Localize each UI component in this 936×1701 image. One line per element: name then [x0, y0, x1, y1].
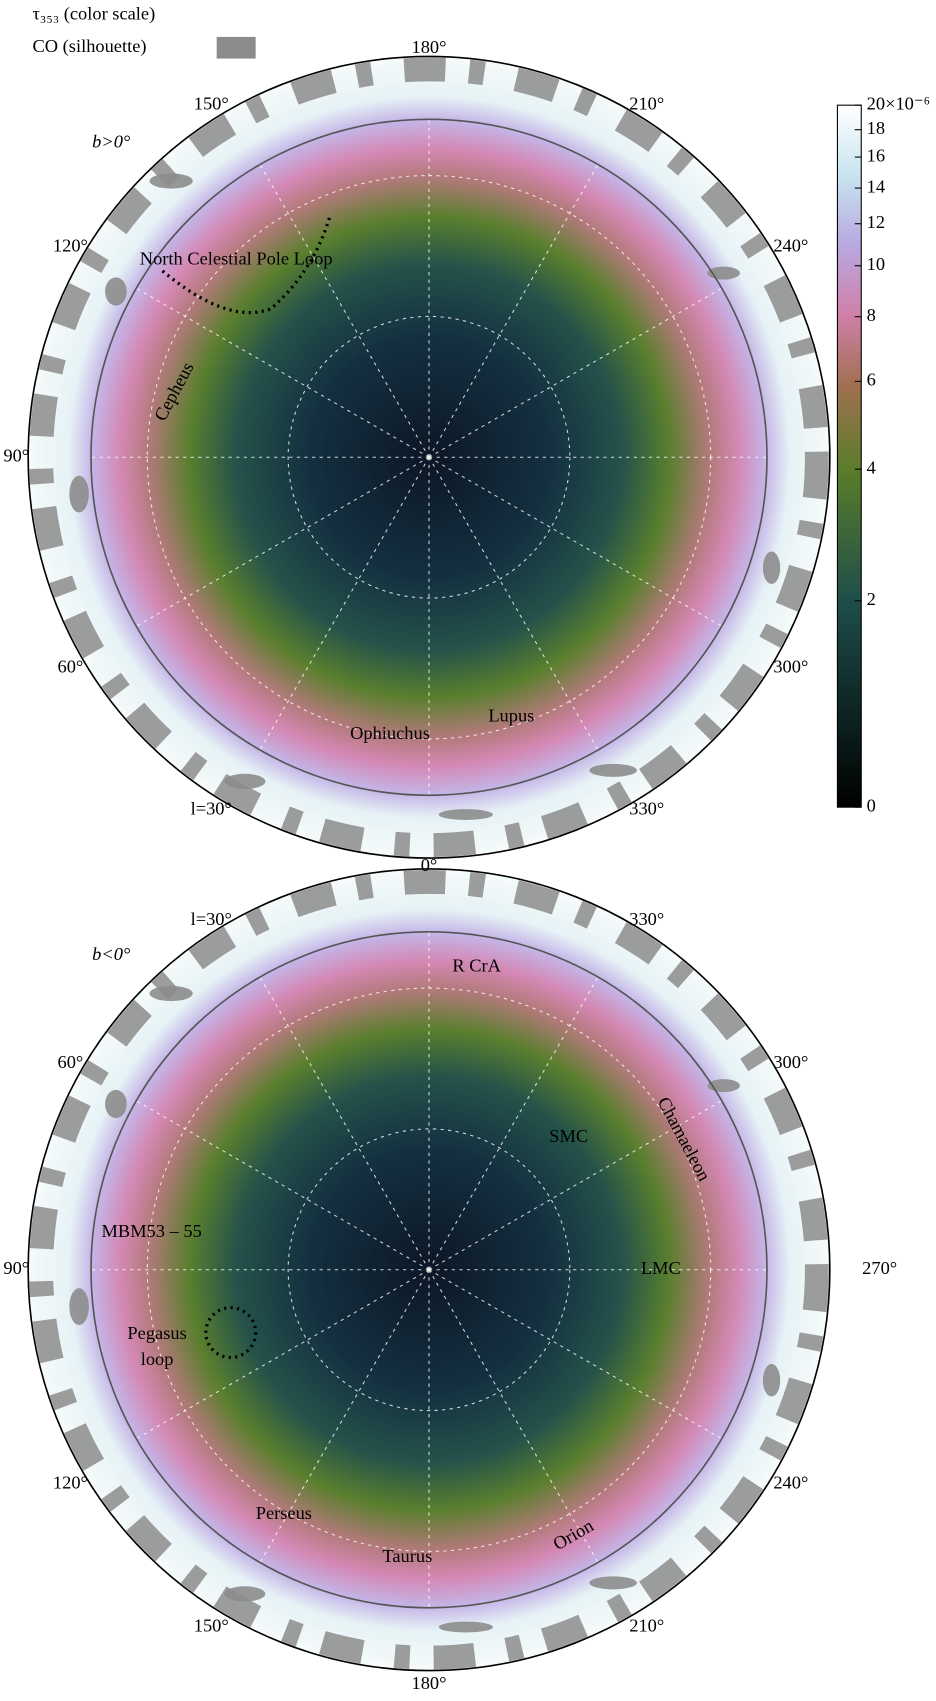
longitude-label: 0°	[421, 855, 438, 875]
colorbar-tick-label: 14	[867, 176, 885, 196]
graticule-line	[136, 1269, 430, 1440]
outline-circle	[90, 930, 768, 1609]
longitude-label: l=30°	[191, 799, 232, 819]
co-cloud	[224, 1586, 266, 1602]
colorbar-tick-label: 18	[867, 118, 885, 138]
colorbar-tick-label: 2	[867, 589, 876, 609]
colorbar-tick-label: 20×10⁻⁶	[867, 93, 930, 113]
co-cloud	[438, 809, 493, 820]
graticule-line	[428, 1269, 722, 1440]
colorbar-tick-label: 8	[867, 305, 876, 325]
annotation: LMC	[641, 1258, 681, 1278]
annotation: SMC	[549, 1126, 588, 1146]
annotation: Ophiuchus	[350, 723, 430, 743]
legend-swatch	[216, 36, 256, 59]
longitude-label: 60°	[58, 657, 84, 677]
annotation: MBM53 – 55	[102, 1221, 202, 1241]
co-rim	[29, 57, 829, 857]
longitude-label: 210°	[629, 93, 664, 113]
graticule-circle	[287, 315, 571, 599]
co-cloud	[105, 1089, 127, 1119]
graticule-line	[428, 287, 722, 458]
longitude-label: 330°	[629, 909, 664, 929]
colorbar-tick-label: 16	[867, 145, 885, 165]
graticule-line	[259, 1269, 430, 1563]
longitude-label: 270°	[862, 1258, 897, 1278]
sky-map	[27, 868, 831, 1672]
longitude-label: l=30°	[191, 909, 232, 929]
pegasus-loop	[204, 1306, 258, 1360]
co-cloud	[69, 1288, 89, 1325]
co-cloud	[589, 1576, 637, 1590]
hemisphere-label: b<0°	[92, 944, 131, 964]
colorbar-tick-label: 6	[867, 370, 876, 390]
longitude-label: 120°	[53, 235, 88, 255]
colorbar-tick-label: 12	[867, 212, 885, 232]
longitude-label: 150°	[194, 1615, 229, 1635]
graticule-line	[136, 287, 430, 458]
co-cloud	[438, 1621, 493, 1633]
colorbar-tick-label: 0	[867, 795, 876, 815]
longitude-label: 180°	[412, 37, 447, 57]
co-cloud	[224, 773, 266, 789]
co-cloud	[762, 551, 781, 584]
graticule-line	[136, 456, 430, 627]
graticule-line	[136, 1100, 430, 1271]
annotation: Lupus	[488, 705, 534, 725]
graticule-circle	[287, 1128, 571, 1412]
annotation: Pegasus	[127, 1323, 186, 1343]
longitude-label: 240°	[773, 235, 808, 255]
colorbar	[836, 104, 862, 808]
annotation: Perseus	[256, 1503, 312, 1523]
longitude-label: 300°	[773, 657, 808, 677]
graticule-line	[428, 976, 599, 1271]
longitude-label: 330°	[629, 799, 664, 819]
ncp-loop	[161, 214, 332, 315]
outline-circle	[90, 118, 768, 797]
graticule-line	[428, 1269, 599, 1563]
co-cloud	[762, 1364, 781, 1397]
longitude-label: 60°	[58, 1052, 84, 1072]
longitude-label: 180°	[412, 1673, 447, 1693]
co-cloud	[589, 763, 637, 777]
graticule-line	[428, 456, 722, 627]
co-cloud	[149, 985, 193, 1002]
graticule-line	[259, 456, 430, 751]
co-rim	[29, 869, 829, 1670]
graticule-line	[428, 164, 599, 458]
annotation: Taurus	[382, 1546, 432, 1566]
graticule-line	[428, 456, 599, 751]
annotation: North Celestial Pole Loop	[140, 248, 333, 268]
sky-map	[27, 55, 831, 859]
hemisphere-label: b>0°	[92, 131, 131, 151]
longitude-label: 90°	[3, 1258, 29, 1278]
annotation: R CrA	[452, 956, 501, 976]
co-cloud	[707, 266, 740, 280]
graticule-line	[428, 1100, 722, 1271]
co-cloud	[149, 173, 193, 189]
graticule-line	[259, 976, 430, 1271]
longitude-label: 90°	[3, 445, 29, 465]
legend-color-scale: τ₃₅₃ (color scale)	[32, 3, 155, 24]
co-cloud	[105, 277, 127, 306]
colorbar-tick-label: 4	[867, 457, 876, 477]
co-cloud	[69, 475, 89, 513]
colorbar-tick-label: 10	[867, 254, 885, 274]
longitude-label: 120°	[53, 1472, 88, 1492]
annotation: loop	[141, 1349, 174, 1369]
longitude-label: 300°	[773, 1052, 808, 1072]
longitude-label: 210°	[629, 1615, 664, 1635]
longitude-label: 150°	[194, 93, 229, 113]
longitude-label: 240°	[773, 1472, 808, 1492]
legend-silhouette: CO (silhouette)	[32, 36, 146, 57]
co-cloud	[707, 1079, 740, 1093]
graticule-line	[259, 164, 430, 458]
